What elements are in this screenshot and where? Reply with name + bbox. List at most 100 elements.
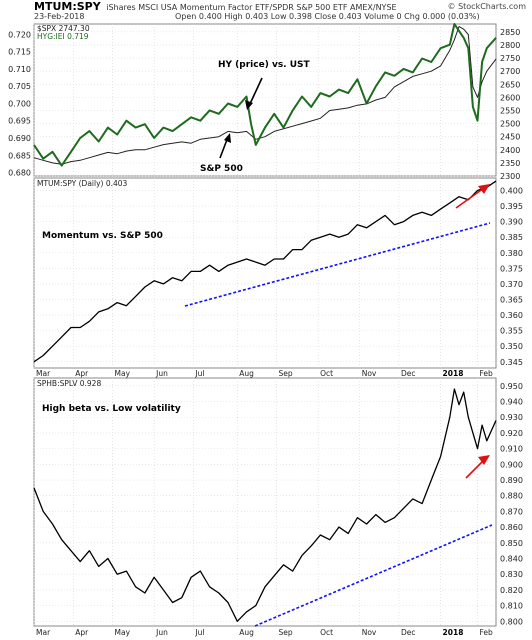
x-axis-label: Aug xyxy=(239,628,254,637)
left-tick-label: 0.720 xyxy=(8,30,31,39)
right-tick-label: 0.400 xyxy=(500,186,523,195)
x-axis-label: Dec xyxy=(401,628,416,637)
panel-frame xyxy=(33,23,497,177)
legend-spx: $SPX 2747.30 xyxy=(37,24,90,33)
right-tick-label: 2850 xyxy=(500,28,520,37)
chart-date: 23-Feb-2018 xyxy=(34,12,85,21)
left-tick-label: 0.690 xyxy=(8,134,31,143)
x-axis-label: Feb xyxy=(480,628,494,637)
right-tick-label: 0.380 xyxy=(500,249,523,258)
legend-hy: HYG:IEI 0.719 xyxy=(37,32,89,41)
annotation-spx: S&P 500 xyxy=(200,164,243,174)
x-axis-label: 2018 xyxy=(443,628,464,637)
x-axis-label: Oct xyxy=(320,628,333,637)
arrow-momentum-head xyxy=(478,184,490,194)
x-axis-label: May xyxy=(115,628,131,637)
x-axis-label: 2018 xyxy=(443,369,464,378)
legend-beta: SPHB:SPLV 0.928 xyxy=(37,379,101,388)
x-axis-label: May xyxy=(115,369,131,378)
beta-series-line xyxy=(33,388,497,622)
symbol-label: MTUM:SPY xyxy=(34,0,101,13)
chart-title: MTUM:SPY iShares MSCI USA Momentum Facto… xyxy=(34,0,397,13)
right-tick-label: 0.375 xyxy=(500,264,523,273)
right-tick-label: 2600 xyxy=(500,93,520,102)
arrow-hy-shaft xyxy=(248,77,263,107)
arrow-hy-head xyxy=(245,100,253,110)
right-tick-label: 0.820 xyxy=(500,586,523,595)
right-tick-label: 0.365 xyxy=(500,295,523,304)
right-tick-label: 2400 xyxy=(500,146,520,155)
right-tick-label: 0.395 xyxy=(500,202,523,211)
right-tick-label: 2550 xyxy=(500,106,520,115)
x-axis-label: Sep xyxy=(279,369,293,378)
right-tick-label: 0.860 xyxy=(500,523,523,532)
annotation-momentum: Momentum vs. S&P 500 xyxy=(42,231,163,241)
x-axis-label: Jun xyxy=(155,369,168,378)
right-tick-label: 0.900 xyxy=(500,460,523,469)
exchange-label: AMEX/NYSE xyxy=(349,3,397,12)
symbol-description: iShares MSCI USA Momentum Factor ETF/SPD… xyxy=(106,3,348,12)
x-axis-label: Feb xyxy=(480,369,494,378)
x-axis-label: Nov xyxy=(362,369,377,378)
right-tick-label: 2750 xyxy=(500,54,520,63)
right-tick-label: 0.360 xyxy=(500,311,523,320)
arrow-momentum-shaft xyxy=(455,187,485,209)
right-tick-label: 2800 xyxy=(500,41,520,50)
right-tick-label: 0.830 xyxy=(500,570,523,579)
momentum-series-line xyxy=(33,180,497,363)
right-tick-label: 0.870 xyxy=(500,507,523,516)
x-axis-label: Jun xyxy=(155,628,168,637)
x-axis-label: Dec xyxy=(401,369,416,378)
trendline-beta xyxy=(254,524,493,627)
x-axis-label: Apr xyxy=(75,369,89,378)
right-tick-label: 0.940 xyxy=(500,398,523,407)
arrow-beta-head xyxy=(478,455,490,465)
x-axis-label: Jul xyxy=(194,628,204,637)
ohlc-readout: Open 0.400 High 0.403 Low 0.398 Close 0.… xyxy=(175,12,480,21)
x-axis-label: Jul xyxy=(194,369,204,378)
right-tick-label: 2500 xyxy=(500,120,520,129)
right-tick-label: 2450 xyxy=(500,133,520,142)
right-tick-label: 0.370 xyxy=(500,280,523,289)
right-tick-label: 0.910 xyxy=(500,445,523,454)
annotation-hy: HY (price) vs. UST xyxy=(218,60,311,70)
right-tick-label: 0.355 xyxy=(500,327,523,336)
right-tick-label: 0.890 xyxy=(500,476,523,485)
annotation-beta: High beta vs. Low volatility xyxy=(42,404,181,414)
right-tick-label: 2300 xyxy=(500,172,520,181)
left-tick-label: 0.700 xyxy=(8,99,31,108)
stockcharts-credit: © StockCharts.com xyxy=(447,2,526,11)
x-axis-label: Aug xyxy=(239,369,254,378)
left-tick-label: 0.685 xyxy=(8,151,31,160)
arrow-beta-shaft xyxy=(465,459,485,479)
right-tick-label: 0.800 xyxy=(500,617,523,626)
left-tick-label: 0.680 xyxy=(8,169,31,178)
left-tick-label: 0.715 xyxy=(8,48,31,57)
right-tick-label: 0.810 xyxy=(500,602,523,611)
x-axis-label: Nov xyxy=(362,628,377,637)
x-axis-label: Mar xyxy=(36,628,51,637)
legend-momentum: MTUM:SPY (Daily) 0.403 xyxy=(37,179,128,188)
right-tick-label: 0.840 xyxy=(500,555,523,564)
x-axis-label: Oct xyxy=(320,369,333,378)
right-tick-label: 0.920 xyxy=(500,429,523,438)
panel-frame xyxy=(33,377,497,627)
right-tick-label: 0.350 xyxy=(500,342,523,351)
right-tick-label: 0.385 xyxy=(500,233,523,242)
left-tick-label: 0.705 xyxy=(8,82,31,91)
right-tick-label: 0.345 xyxy=(500,358,523,367)
spx-series-line xyxy=(33,26,497,165)
x-axis-label: Apr xyxy=(75,628,89,637)
x-axis-label: Mar xyxy=(36,369,51,378)
right-tick-label: 2650 xyxy=(500,80,520,89)
right-tick-label: 2700 xyxy=(500,67,520,76)
right-tick-label: 0.880 xyxy=(500,492,523,501)
left-tick-label: 0.710 xyxy=(8,65,31,74)
left-tick-label: 0.695 xyxy=(8,117,31,126)
right-tick-label: 0.930 xyxy=(500,413,523,422)
hy-series-line xyxy=(33,23,497,167)
right-tick-label: 0.850 xyxy=(500,539,523,548)
right-tick-label: 0.950 xyxy=(500,382,523,391)
right-tick-label: 0.390 xyxy=(500,218,523,227)
